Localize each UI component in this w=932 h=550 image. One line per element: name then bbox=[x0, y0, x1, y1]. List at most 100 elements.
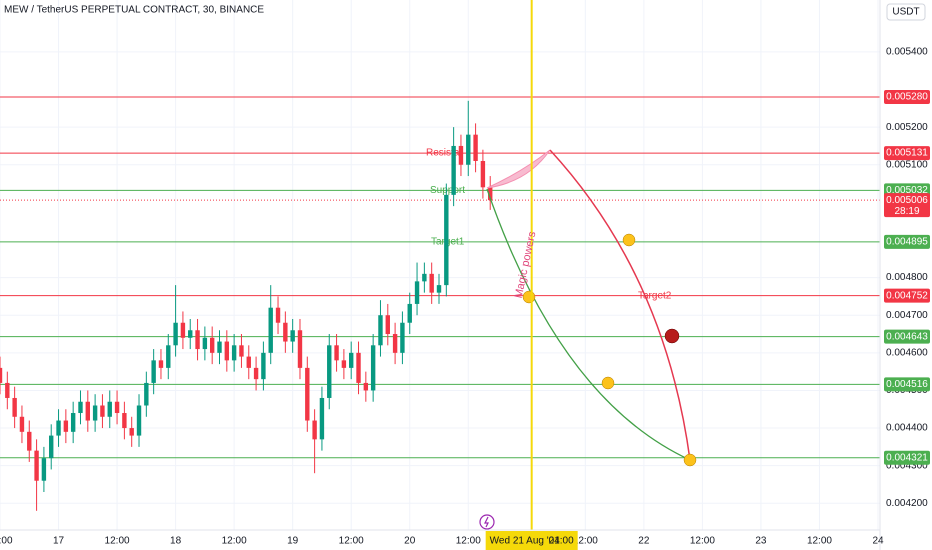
chart-title: MEW / TetherUS PERPETUAL CONTRACT, 30, B… bbox=[4, 5, 264, 16]
event-icon bbox=[484, 516, 489, 528]
level-text: Target2 bbox=[638, 290, 672, 301]
drawings bbox=[479, 149, 697, 530]
x-tick-label: 12:00 bbox=[0, 536, 13, 547]
level-label-box bbox=[884, 146, 930, 161]
candle-body bbox=[458, 145, 464, 165]
candle-body bbox=[283, 322, 288, 342]
candle-body bbox=[27, 431, 32, 451]
level-label-box bbox=[884, 90, 930, 105]
candle-body bbox=[422, 273, 427, 282]
candle-body bbox=[107, 401, 112, 417]
crosshair-time: 01:00 bbox=[549, 536, 574, 547]
candle-body bbox=[151, 360, 156, 383]
x-tick-label: 12:00 bbox=[339, 536, 364, 547]
candle-body bbox=[188, 330, 193, 338]
event-icon bbox=[479, 514, 495, 530]
currency: USDT bbox=[892, 7, 919, 18]
y-tick-label: 0.004800 bbox=[886, 272, 928, 283]
level-label: 0.005280 bbox=[886, 92, 928, 103]
candle-body bbox=[202, 337, 208, 350]
candle-body bbox=[166, 345, 171, 368]
emoji-icon bbox=[664, 328, 680, 344]
candle-body bbox=[451, 145, 456, 195]
x-tick-label: 12:00 bbox=[105, 536, 130, 547]
candle-body bbox=[209, 337, 215, 353]
candle-body bbox=[85, 401, 90, 421]
candle-body bbox=[290, 330, 295, 342]
current-price-box bbox=[884, 193, 930, 218]
projection-fill bbox=[486, 149, 551, 189]
countdown: 28:19 bbox=[894, 206, 919, 217]
candle-body bbox=[70, 413, 76, 432]
current-price-label: 0.005006 bbox=[886, 195, 928, 206]
overlay: Magic powers bbox=[513, 0, 539, 530]
scale: 12:00 17 12:00 18 12:00 19 12:00 20 12:00 12:00 22… bbox=[0, 47, 930, 550]
x-tick-label: 20 bbox=[404, 536, 416, 547]
level-label-box bbox=[884, 450, 930, 465]
level-label: 0.005032 bbox=[886, 185, 928, 196]
candle-body bbox=[480, 160, 486, 188]
candle-body bbox=[239, 345, 244, 357]
candle-body bbox=[246, 356, 251, 368]
candle-body bbox=[407, 303, 412, 323]
candle-body bbox=[378, 315, 383, 346]
candle-body bbox=[231, 345, 237, 361]
candle-body bbox=[158, 360, 164, 368]
x-tick-label: 23 bbox=[755, 536, 767, 547]
level-label: 0.004516 bbox=[886, 379, 928, 390]
level-label: 0.004643 bbox=[886, 331, 928, 342]
emoji-icon bbox=[622, 233, 636, 247]
candle-body bbox=[363, 382, 369, 391]
level-text: Support bbox=[430, 185, 465, 196]
candle-body bbox=[195, 330, 200, 350]
candle-body bbox=[217, 341, 222, 353]
candle-body bbox=[12, 397, 17, 417]
candle-body bbox=[444, 194, 449, 286]
y-tick-label: 0.004200 bbox=[886, 498, 928, 509]
level-label-box bbox=[884, 234, 930, 249]
candle-body bbox=[341, 360, 347, 368]
x-tick-label: 18 bbox=[170, 536, 182, 547]
candle-body bbox=[129, 428, 134, 436]
level-label: 0.004752 bbox=[886, 290, 928, 301]
candle-body bbox=[100, 405, 105, 417]
candle-body bbox=[34, 450, 39, 481]
x-tick-label: 12:00 bbox=[807, 536, 832, 547]
y-tick-label: 0.004400 bbox=[886, 423, 928, 434]
candle-body bbox=[356, 352, 361, 383]
x-tick-label: 12:00 bbox=[690, 536, 715, 547]
candle-body bbox=[114, 401, 120, 414]
currency-box[interactable] bbox=[886, 3, 926, 21]
x-tick-label: 22 bbox=[638, 536, 650, 547]
candle-body bbox=[429, 273, 434, 293]
candle-body bbox=[334, 345, 339, 361]
level-label: 0.005131 bbox=[886, 148, 928, 159]
candle-body bbox=[92, 405, 98, 421]
candle-body bbox=[144, 382, 149, 406]
crosshair-date: Wed 21 Aug '24 bbox=[490, 536, 561, 547]
candle-body bbox=[466, 134, 471, 165]
candle-body bbox=[0, 367, 3, 383]
candle-body bbox=[305, 367, 310, 421]
candle-body bbox=[63, 420, 69, 432]
grid bbox=[0, 0, 880, 530]
candle-body bbox=[312, 420, 317, 440]
y-tick-label: 0.004700 bbox=[886, 310, 928, 321]
candle-body bbox=[41, 458, 47, 481]
level-label: 0.004321 bbox=[886, 452, 928, 463]
x-tick-label: 17 bbox=[53, 536, 65, 547]
candle-body bbox=[49, 435, 54, 459]
candle-body bbox=[180, 322, 186, 338]
candle-body bbox=[385, 315, 390, 335]
candle-body bbox=[268, 307, 273, 353]
x-tick-label: 12:00 bbox=[573, 536, 598, 547]
candle-body bbox=[488, 187, 493, 201]
y-tick-label: 0.004300 bbox=[886, 460, 928, 471]
level-label-box bbox=[884, 377, 930, 392]
y-tick-label: 0.005100 bbox=[886, 159, 928, 170]
level-label-box bbox=[884, 329, 930, 344]
projection-curve bbox=[549, 149, 691, 461]
level-text: Resista bbox=[426, 148, 460, 159]
candle-body bbox=[5, 382, 10, 398]
candle-body bbox=[261, 352, 266, 380]
